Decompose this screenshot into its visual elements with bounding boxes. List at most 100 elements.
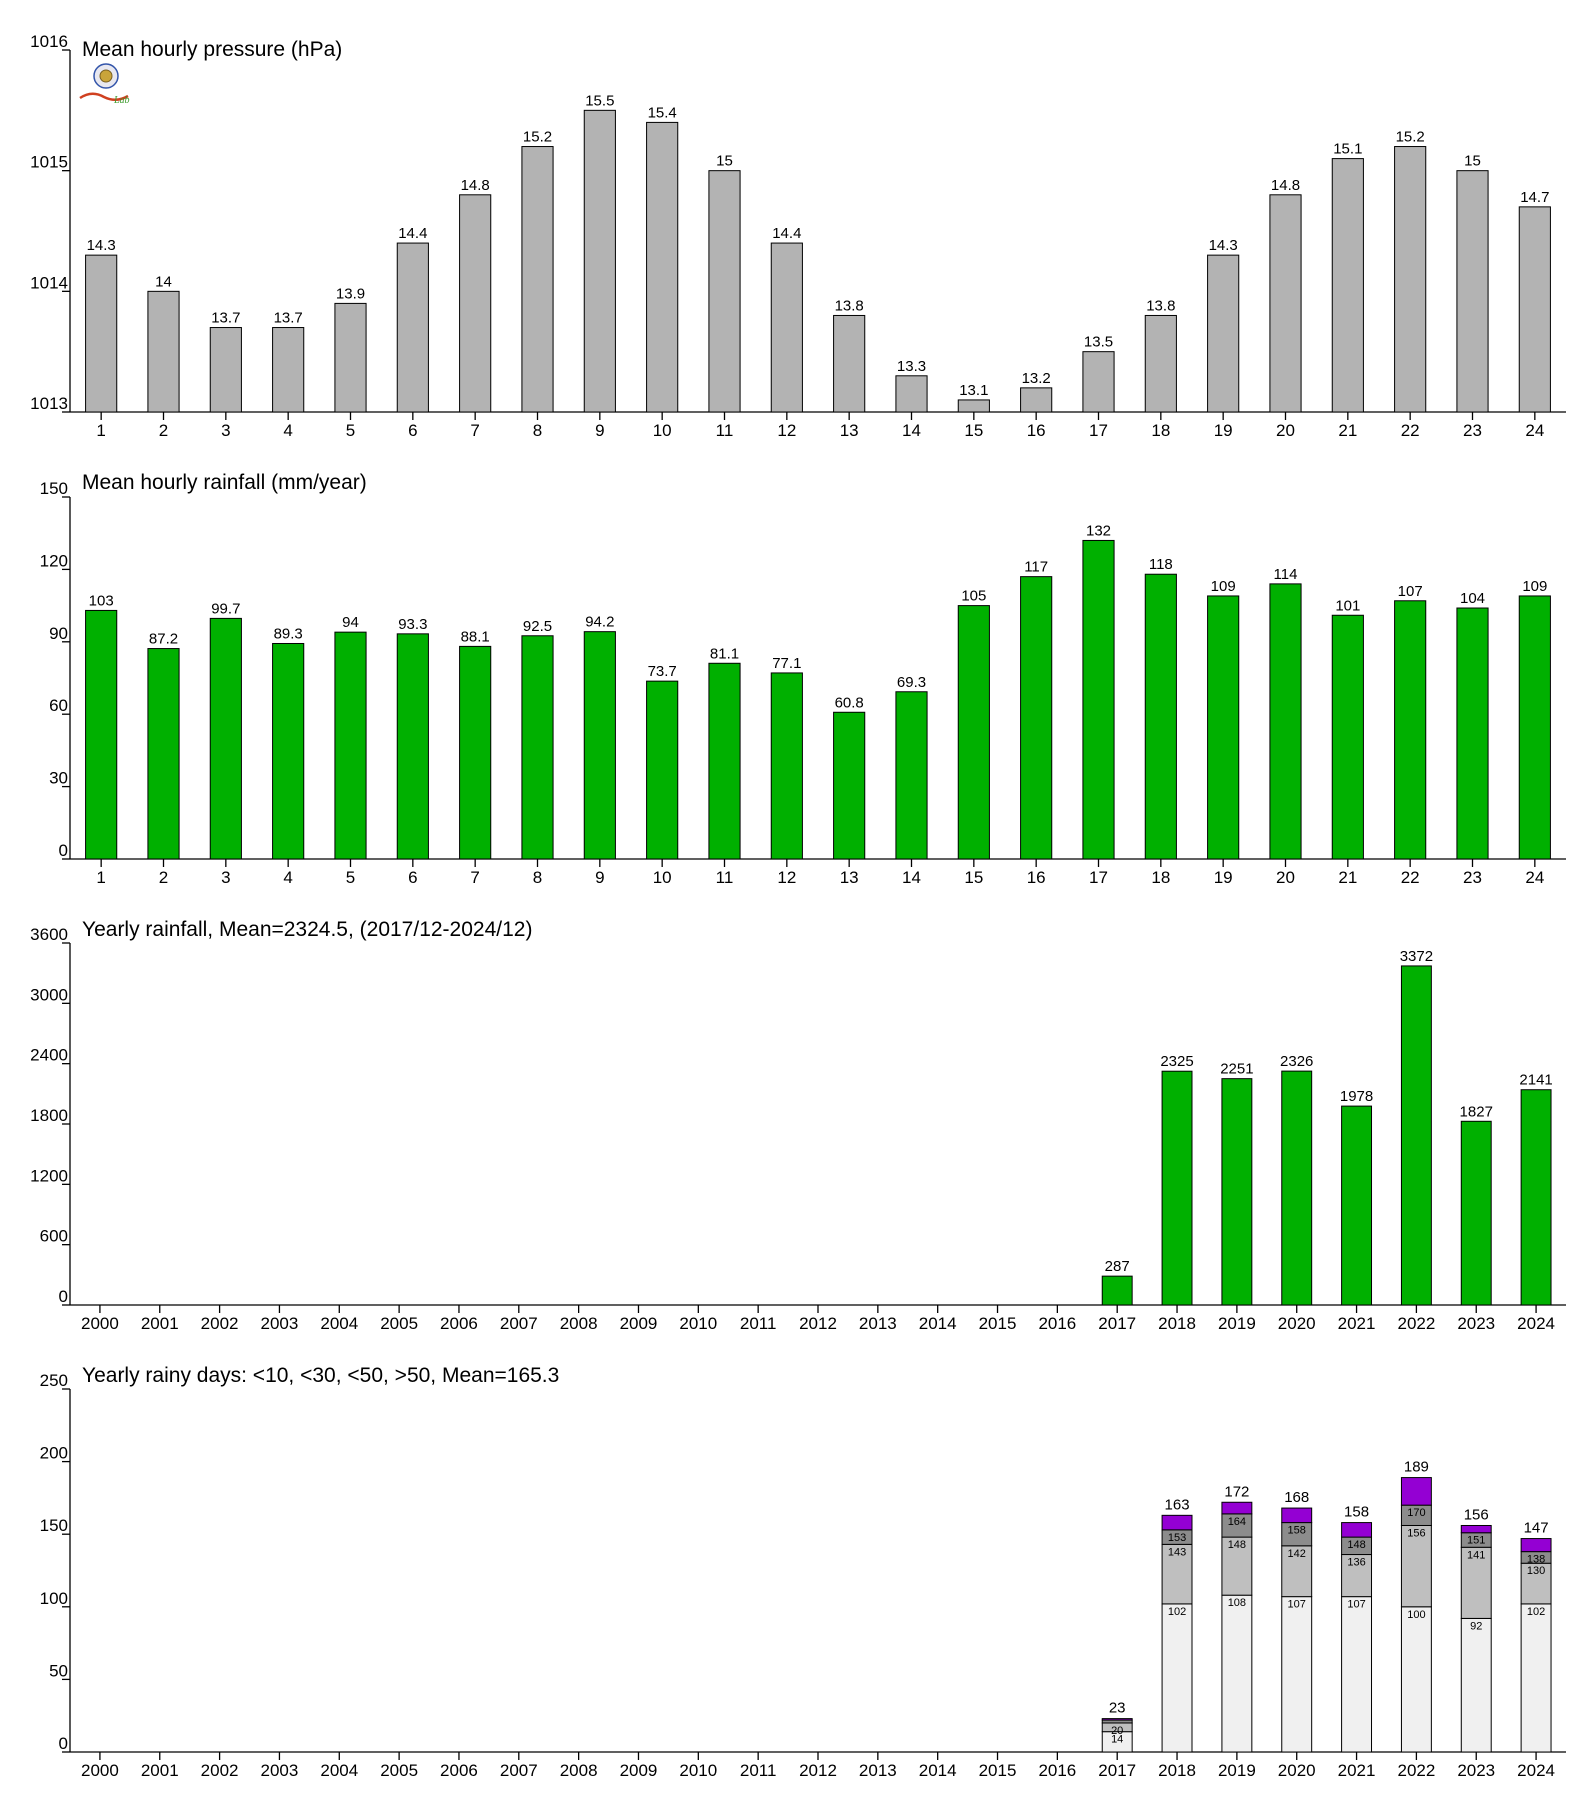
bar — [646, 680, 679, 860]
x-tick-label: 22 — [1401, 868, 1420, 887]
x-tick-label: 20 — [1276, 868, 1295, 887]
x-tick-label: 2019 — [1218, 1314, 1256, 1333]
x-tick-label: 2012 — [799, 1761, 837, 1780]
x-tick-label: 2013 — [859, 1314, 897, 1333]
y-tick-label: 30 — [49, 769, 68, 788]
x-tick-label: 2014 — [919, 1761, 957, 1780]
x-tick-label: 17 — [1089, 868, 1108, 887]
x-tick-label: 13 — [840, 868, 859, 887]
bar-segment-lt30 — [1460, 1546, 1492, 1619]
x-tick-label: 2008 — [560, 1314, 598, 1333]
x-tick-label: 22 — [1401, 421, 1420, 440]
segment-value-label: 151 — [1467, 1535, 1485, 1547]
bar-value-label: 13.1 — [959, 382, 988, 399]
bar-total-label: 158 — [1344, 1504, 1369, 1521]
segment-value-label: 107 — [1347, 1599, 1365, 1611]
bar-value-label: 101 — [1335, 597, 1360, 614]
bar — [1518, 206, 1551, 413]
bar-value-label: 14.7 — [1520, 189, 1549, 206]
bar — [708, 170, 741, 413]
segment-value-label: 164 — [1228, 1516, 1246, 1528]
bar-value-label: 13.8 — [1146, 297, 1175, 314]
bar — [272, 642, 305, 860]
x-tick-label: 2013 — [859, 1761, 897, 1780]
segment-value-label: 20 — [1111, 1725, 1123, 1737]
bar-segment-lt30 — [1161, 1543, 1193, 1605]
bar — [833, 314, 866, 413]
y-tick-label: 0 — [59, 1734, 68, 1753]
bar — [209, 617, 242, 860]
bar — [1144, 314, 1177, 413]
logo-swoosh-icon — [79, 92, 129, 101]
bar-segment-gt50 — [1400, 1477, 1432, 1506]
bar-value-label: 87.2 — [149, 631, 178, 648]
bar-segment-gt50 — [1281, 1507, 1313, 1524]
bar — [334, 302, 367, 413]
bar-total-label: 163 — [1165, 1496, 1190, 1513]
x-tick-label: 10 — [653, 868, 672, 887]
bar-value-label: 15.4 — [648, 104, 677, 121]
x-tick-label: 2006 — [440, 1761, 478, 1780]
x-tick-label: 2022 — [1397, 1761, 1435, 1780]
chart-title: Mean hourly rainfall (mm/year) — [82, 471, 367, 494]
x-tick-label: 2 — [159, 421, 168, 440]
bar — [1394, 600, 1427, 860]
bar-value-label: 104 — [1460, 590, 1485, 607]
x-tick-label: 4 — [283, 868, 292, 887]
x-tick-label: 2009 — [620, 1761, 658, 1780]
x-tick-label: 2015 — [979, 1761, 1017, 1780]
bar — [334, 631, 367, 860]
bar-value-label: 15.2 — [1396, 129, 1425, 146]
x-tick-label: 2002 — [201, 1314, 239, 1333]
bar-value-label: 13.3 — [897, 358, 926, 375]
x-tick-label: 1 — [96, 421, 105, 440]
x-tick-label: 2017 — [1098, 1314, 1136, 1333]
bar — [521, 146, 554, 413]
bar — [1269, 194, 1302, 413]
bar-segment-lt10 — [1400, 1606, 1432, 1753]
bar-value-label: 1978 — [1340, 1088, 1373, 1105]
bar-value-label: 93.3 — [398, 616, 427, 633]
bar-value-label: 114 — [1274, 566, 1298, 583]
bar — [1020, 576, 1053, 860]
x-tick-label: 15 — [964, 421, 983, 440]
bar — [1161, 1070, 1193, 1306]
segment-value-label: 143 — [1168, 1546, 1186, 1558]
segment-value-label: 92 — [1470, 1620, 1482, 1632]
y-tick-label: 1016 — [30, 32, 68, 51]
bar-segment-lt30 — [1520, 1562, 1552, 1605]
x-tick-label: 2018 — [1158, 1761, 1196, 1780]
x-tick-label: 19 — [1214, 868, 1233, 887]
y-tick-label: 150 — [40, 1516, 68, 1535]
bar — [895, 375, 928, 413]
bar-value-label: 13.2 — [1022, 370, 1051, 387]
segment-value-label: 148 — [1347, 1539, 1365, 1551]
x-tick-label: 2024 — [1517, 1314, 1555, 1333]
bar-segment-gt50 — [1101, 1718, 1133, 1721]
bar-value-label: 14.8 — [1271, 177, 1300, 194]
bar — [1144, 573, 1177, 860]
x-tick-label: 8 — [533, 868, 542, 887]
bar — [209, 327, 242, 413]
segment-value-label: 153 — [1168, 1532, 1186, 1544]
x-tick-label: 2011 — [740, 1761, 777, 1780]
x-tick-label: 2024 — [1517, 1761, 1555, 1780]
bar — [1281, 1070, 1313, 1306]
bar — [895, 691, 928, 860]
x-tick-label: 12 — [777, 868, 796, 887]
x-tick-label: 5 — [346, 421, 355, 440]
bar — [396, 633, 429, 860]
segment-value-label: 100 — [1407, 1609, 1425, 1621]
bar-value-label: 81.1 — [710, 645, 739, 662]
bar-value-label: 13.9 — [336, 285, 365, 302]
y-tick-label: 1014 — [30, 273, 68, 292]
bar — [459, 194, 492, 413]
x-tick-label: 2004 — [320, 1761, 358, 1780]
bar-segment-lt30 — [1221, 1536, 1253, 1596]
bar — [147, 290, 180, 413]
bar-value-label: 13.8 — [835, 297, 864, 314]
bar-segment-lt30 — [1281, 1545, 1313, 1598]
chart-title: Yearly rainfall, Mean=2324.5, (2017/12-2… — [82, 918, 532, 941]
bar — [85, 254, 118, 413]
bar-value-label: 3372 — [1400, 948, 1433, 965]
